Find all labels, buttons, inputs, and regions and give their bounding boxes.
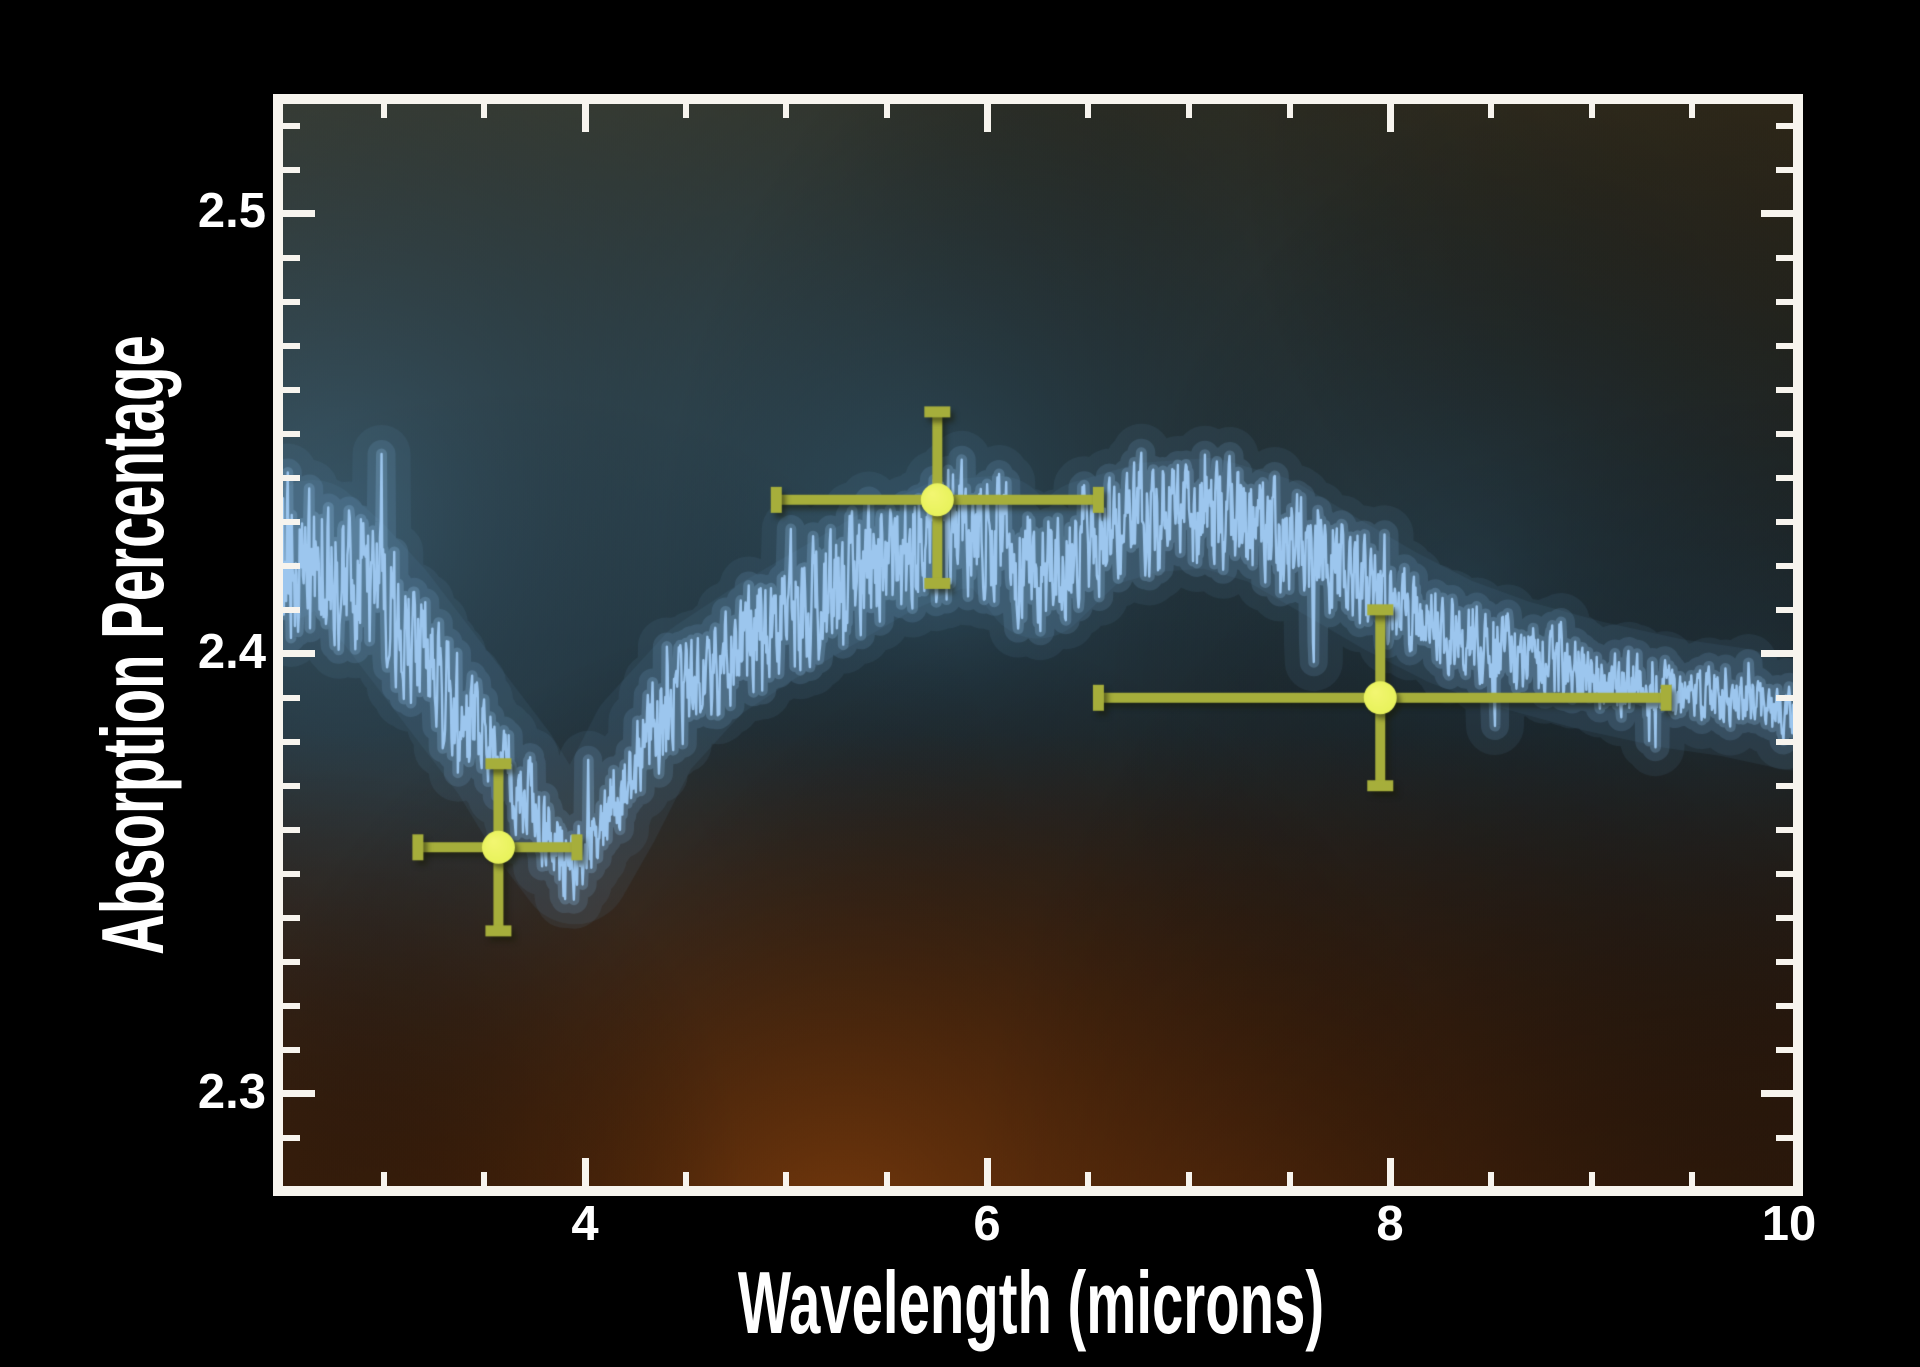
y-tick-right — [1776, 1002, 1793, 1009]
y-tick-right — [1776, 386, 1793, 393]
plot-frame — [273, 94, 1803, 1196]
y-tick-left — [283, 914, 300, 921]
x-tick-top — [1286, 104, 1293, 118]
x-tick-top — [1588, 104, 1595, 118]
y-tick-right — [1776, 430, 1793, 437]
y-tick-left — [283, 166, 300, 173]
x-tick-top — [1689, 104, 1696, 118]
x-tick-top — [1386, 104, 1394, 132]
x-tick-bottom — [1689, 1172, 1696, 1186]
x-tick-top — [1186, 104, 1192, 118]
x-tick-bottom — [1085, 1172, 1092, 1186]
x-tick-bottom — [884, 1172, 890, 1186]
y-tick-left — [283, 430, 300, 437]
x-tick-top — [481, 104, 488, 118]
y-tick-left — [283, 1002, 300, 1009]
y-tick-right — [1761, 650, 1793, 658]
y-tick-left — [283, 518, 300, 525]
y-tick-right — [1761, 1090, 1793, 1098]
y-tick-label-2p4: 2.4 — [197, 624, 266, 679]
y-tick-left — [283, 782, 300, 789]
x-tick-label-6: 6 — [973, 1197, 1001, 1251]
x-tick-label-8: 8 — [1376, 1197, 1404, 1251]
x-tick-bottom — [1186, 1172, 1192, 1186]
x-tick-bottom — [783, 1172, 790, 1186]
y-tick-right — [1776, 342, 1793, 349]
y-tick-left — [283, 562, 300, 569]
y-tick-left — [283, 606, 300, 613]
x-tick-label-10: 10 — [1761, 1197, 1817, 1251]
x-tick-top — [984, 104, 992, 132]
y-tick-right — [1776, 782, 1793, 789]
x-tick-bottom — [682, 1172, 689, 1186]
y-tick-left — [283, 298, 300, 305]
y-tick-left — [283, 1046, 300, 1053]
y-tick-left — [283, 1134, 300, 1141]
x-tick-top — [783, 104, 790, 118]
y-tick-left — [283, 870, 300, 877]
y-tick-left — [283, 958, 300, 965]
x-tick-bottom — [1286, 1172, 1293, 1186]
y-tick-left — [283, 342, 300, 349]
y-tick-left — [283, 386, 300, 393]
plot-area-canvas — [283, 104, 1793, 1186]
y-tick-right — [1776, 122, 1793, 129]
y-tick-left — [283, 254, 300, 261]
y-tick-right — [1776, 958, 1793, 965]
y-tick-right — [1776, 738, 1793, 745]
y-tick-left — [283, 1090, 315, 1098]
y-tick-left — [283, 650, 315, 658]
x-tick-top — [581, 104, 589, 132]
y-tick-right — [1776, 914, 1793, 921]
x-tick-label-4: 4 — [571, 1197, 599, 1251]
x-tick-bottom — [380, 1172, 387, 1186]
y-tick-left — [283, 694, 300, 701]
y-tick-right — [1776, 254, 1793, 261]
y-axis-title: Absorption Percentage — [83, 335, 182, 955]
y-tick-left — [283, 474, 300, 481]
x-tick-top — [380, 104, 387, 118]
y-tick-right — [1776, 606, 1793, 613]
y-tick-right — [1776, 474, 1793, 481]
y-tick-right — [1761, 210, 1793, 218]
y-tick-right — [1776, 870, 1793, 877]
y-tick-right — [1776, 1134, 1793, 1141]
x-tick-top — [1488, 104, 1494, 118]
x-tick-bottom — [1488, 1172, 1494, 1186]
y-tick-left — [283, 210, 315, 218]
y-tick-right — [1776, 1046, 1793, 1053]
y-tick-right — [1776, 166, 1793, 173]
y-tick-left — [283, 738, 300, 745]
x-tick-top — [1085, 104, 1092, 118]
x-tick-bottom — [481, 1172, 488, 1186]
y-tick-right — [1776, 562, 1793, 569]
y-tick-label-2p5: 2.5 — [197, 183, 266, 238]
x-tick-bottom — [984, 1158, 992, 1186]
y-tick-left — [283, 122, 300, 129]
x-axis-title: Wavelength (microns) — [737, 1253, 1325, 1352]
y-tick-right — [1776, 518, 1793, 525]
y-tick-right — [1776, 826, 1793, 833]
y-tick-label-2p3: 2.3 — [197, 1064, 266, 1119]
x-tick-bottom — [1588, 1172, 1595, 1186]
x-tick-bottom — [1386, 1158, 1394, 1186]
x-tick-bottom — [581, 1158, 589, 1186]
y-tick-left — [283, 826, 300, 833]
y-tick-right — [1776, 694, 1793, 701]
x-tick-top — [884, 104, 890, 118]
y-tick-right — [1776, 298, 1793, 305]
x-tick-top — [682, 104, 689, 118]
